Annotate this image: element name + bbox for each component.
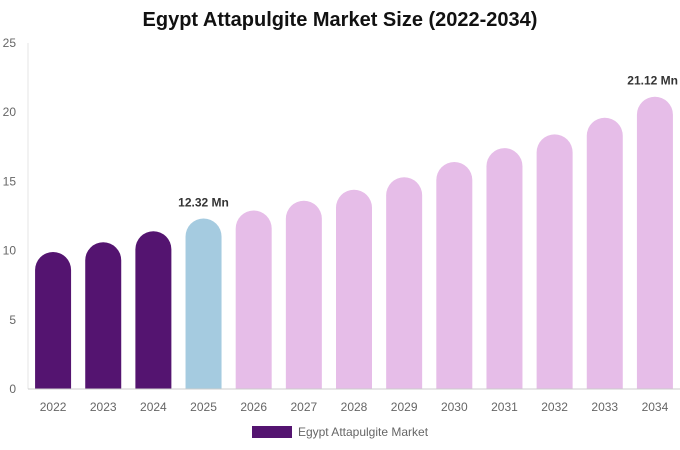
bar-2028: [336, 189, 372, 389]
x-axis: 2022 2023 2024 2025 2026 2027 2028 2029 2030 2031…: [28, 388, 680, 414]
bar-2024: [135, 231, 172, 389]
y-tick-label: 25: [3, 36, 17, 50]
bar-2022: [35, 251, 72, 389]
legend-label: Egypt Attapulgite Market: [297, 425, 429, 439]
y-axis: 0 5 10 15 20 25: [3, 36, 29, 396]
x-tick-label: 2027: [290, 400, 317, 414]
x-tick-label: 2024: [140, 400, 167, 414]
bar-2025: [185, 218, 222, 389]
x-tick-label: 2025: [190, 400, 217, 414]
y-tick-label: 0: [9, 382, 16, 396]
chart-title: Egypt Attapulgite Market Size (2022-2034…: [142, 9, 538, 31]
x-tick-label: 2034: [642, 400, 669, 414]
x-tick-label: 2026: [240, 400, 267, 414]
bars: [35, 96, 673, 389]
bar-2026: [235, 210, 272, 389]
x-tick-label: 2023: [90, 400, 117, 414]
bar-2030: [436, 162, 473, 389]
x-tick-label: 2028: [341, 400, 368, 414]
x-tick-label: 2022: [40, 400, 67, 414]
bar-2027: [285, 200, 322, 389]
x-tick-label: 2033: [591, 400, 618, 414]
bar-2029: [386, 177, 423, 389]
bar-2023: [85, 242, 122, 389]
x-tick-label: 2031: [491, 400, 518, 414]
y-tick-label: 20: [3, 105, 17, 119]
legend-swatch: [251, 426, 292, 438]
bar-2034: [636, 96, 673, 389]
bar-2031: [486, 148, 523, 389]
y-tick-label: 5: [9, 313, 16, 327]
data-label-2034: 21.12 Mn: [627, 74, 678, 88]
data-label-2025: 12.32 Mn: [178, 195, 229, 209]
bar-2033: [586, 117, 623, 389]
y-tick-label: 10: [3, 244, 17, 258]
bar-2032: [536, 134, 573, 389]
data-labels: 12.32 Mn 21.12 Mn: [178, 74, 678, 210]
legend: Egypt Attapulgite Market: [0, 425, 680, 439]
x-tick-label: 2030: [441, 400, 468, 414]
y-tick-label: 15: [3, 174, 17, 188]
x-tick-label: 2029: [391, 400, 418, 414]
x-tick-label: 2032: [541, 400, 568, 414]
